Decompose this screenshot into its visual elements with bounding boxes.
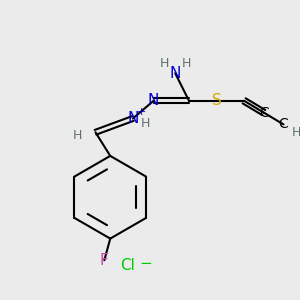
Text: H: H bbox=[181, 57, 191, 70]
Text: N: N bbox=[169, 66, 181, 81]
Text: F: F bbox=[100, 253, 109, 268]
Text: +: + bbox=[137, 106, 146, 117]
Text: N: N bbox=[148, 93, 159, 108]
Text: H: H bbox=[141, 117, 150, 130]
Text: −: − bbox=[139, 256, 152, 271]
Text: Cl: Cl bbox=[121, 258, 135, 273]
Text: H: H bbox=[292, 126, 300, 139]
Text: H: H bbox=[73, 129, 83, 142]
Text: C: C bbox=[279, 117, 288, 131]
Text: S: S bbox=[212, 93, 221, 108]
Text: H: H bbox=[160, 57, 169, 70]
Text: N: N bbox=[127, 111, 139, 126]
Text: C: C bbox=[259, 106, 269, 120]
